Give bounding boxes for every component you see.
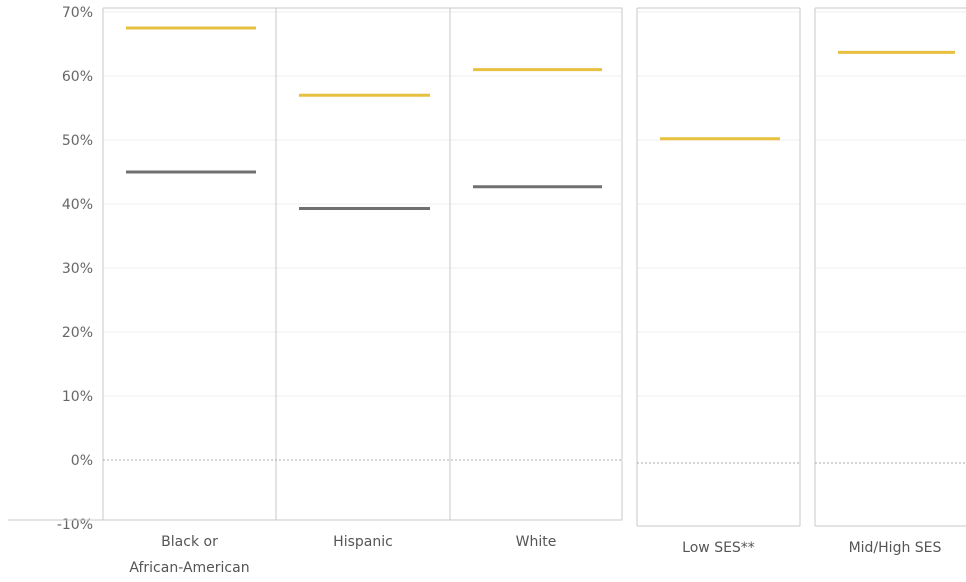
category-label: Mid/High SES <box>849 540 942 556</box>
y-tick-label: 70% <box>62 5 93 21</box>
y-tick-label: 10% <box>62 389 93 405</box>
y-tick-label: 50% <box>62 133 93 149</box>
y-tick-label: 60% <box>62 69 93 85</box>
y-tick-label: 0% <box>71 453 93 469</box>
y-tick-label: 40% <box>62 197 93 213</box>
y-tick-label: -10% <box>57 517 93 533</box>
category-label: Low SES** <box>682 540 755 556</box>
category-label: Hispanic <box>333 534 393 550</box>
y-tick-label: 30% <box>62 261 93 277</box>
category-label: White <box>516 534 557 550</box>
category-label: African-American <box>129 560 249 576</box>
category-label: Black or <box>161 534 218 550</box>
y-tick-label: 20% <box>62 325 93 341</box>
